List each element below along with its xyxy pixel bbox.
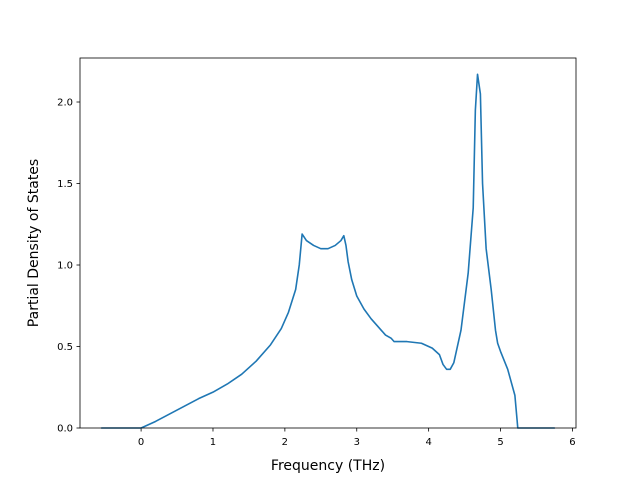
- plot-frame: [79, 57, 577, 429]
- y-axis-ticks: 0.0 0.5 1.0 1.5 2.0: [57, 98, 80, 435]
- x-tick-label: 3: [354, 437, 360, 448]
- x-axis-title: Frequency (THz): [271, 458, 385, 474]
- x-tick-label: 2: [282, 437, 288, 448]
- y-tick-label: 2.0: [57, 98, 73, 109]
- plot-background: [80, 58, 576, 428]
- x-tick-label: 4: [425, 437, 431, 448]
- x-tick-label: 5: [497, 437, 503, 448]
- x-axis-ticks: 0 1 2 3 4 5 6: [138, 428, 576, 448]
- series-line: [100, 73, 556, 429]
- y-tick-label: 1.0: [57, 261, 73, 272]
- x-tick-label: 6: [569, 437, 575, 448]
- x-tick-label: 0: [138, 437, 144, 448]
- y-tick-label: 1.5: [57, 179, 73, 190]
- y-tick-label: 0.0: [57, 424, 73, 435]
- y-axis-title: Partial Density of States: [26, 159, 42, 327]
- y-tick-label: 0.5: [57, 342, 73, 353]
- x-tick-label: 1: [210, 437, 216, 448]
